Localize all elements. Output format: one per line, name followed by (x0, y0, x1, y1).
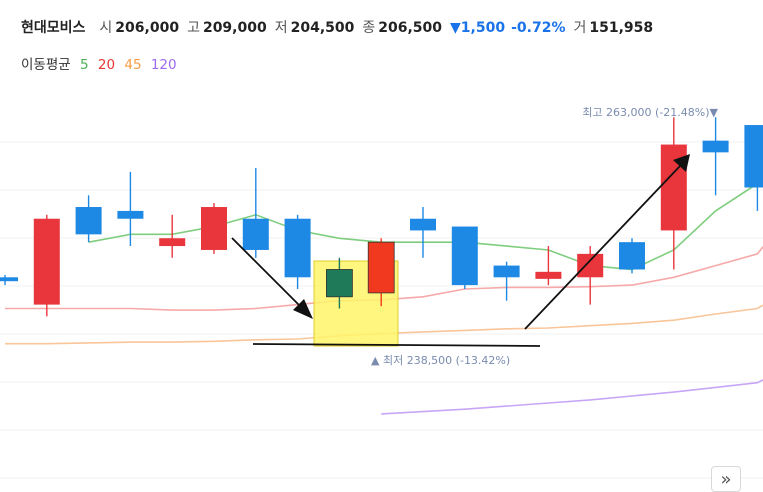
close-value: 206,500 (378, 20, 443, 36)
candle-8 (325, 257, 353, 309)
candle-9 (367, 238, 395, 307)
ma-5-period: 5 (79, 57, 89, 73)
candle-body-12 (493, 265, 520, 278)
candle-5 (201, 203, 227, 254)
candle-body-13 (535, 271, 562, 279)
ma-120-period: 120 (150, 57, 177, 73)
candle-3 (117, 171, 144, 247)
high-label: 고 (187, 20, 200, 36)
candle-12 (493, 261, 520, 301)
ma20-line (5, 246, 763, 311)
stock-header: 현대모비스 시 206,000 고 209,000 저 204,500 종 20… (21, 17, 661, 37)
min-price-label: ▲ 최저 238,500 (-13.42%) (371, 354, 510, 367)
high-value: 209,000 (202, 20, 267, 36)
candle-body-18 (744, 125, 763, 188)
ma120-line (381, 379, 763, 415)
candle-4 (159, 214, 186, 258)
candle-11 (451, 226, 478, 289)
candle-15 (619, 238, 645, 274)
candle-13 (535, 246, 562, 286)
low-value: 204,500 (290, 20, 355, 36)
volume-value: 151,958 (589, 20, 654, 36)
ma-legend: 이동평균 5 20 45 120 (21, 53, 177, 73)
candle-body-1 (33, 218, 60, 305)
low-label: 저 (274, 20, 288, 36)
candle-body-10 (410, 218, 436, 231)
support-line (252, 343, 541, 347)
candle-body-14 (577, 253, 604, 278)
candle-18 (744, 125, 763, 211)
candle-body-9 (367, 241, 395, 294)
candle-1 (33, 214, 60, 317)
down-arrow-head (293, 299, 313, 319)
candle-body-0 (0, 277, 18, 282)
volume-label: 거 (573, 20, 587, 36)
candle-body-7 (284, 218, 311, 278)
candle-16 (660, 117, 687, 270)
candle-14 (577, 246, 604, 305)
open-label: 시 (99, 20, 113, 36)
change-percent: -0.72% (511, 20, 566, 36)
ma-45-period: 45 (124, 57, 142, 73)
candle-body-3 (117, 210, 144, 219)
ma-20-period: 20 (97, 57, 116, 73)
candle-body-11 (451, 226, 478, 286)
ma45-line (5, 304, 763, 345)
candle-body-17 (702, 140, 729, 153)
candle-body-2 (75, 207, 102, 235)
scroll-right-button[interactable]: » (711, 466, 741, 492)
candle-0 (0, 274, 18, 286)
candle-body-4 (159, 238, 186, 247)
candle-body-5 (201, 207, 227, 250)
up-arrow-line (524, 165, 681, 330)
stock-name: 현대모비스 (21, 20, 86, 36)
candle-7 (284, 214, 311, 289)
candle-body-8 (325, 269, 353, 298)
max-price-label: 최고 263,000 (-21.48%)▼ (582, 106, 718, 119)
candle-6 (242, 167, 269, 258)
open-value: 206,000 (115, 20, 180, 36)
candle-body-6 (242, 218, 269, 250)
close-label: 종 (362, 20, 376, 36)
up-arrow-head (673, 154, 690, 172)
down-arrow-line (231, 237, 301, 307)
candle-17 (702, 117, 729, 196)
change-value: ▼1,500 (450, 20, 506, 36)
ma-legend-label: 이동평균 (21, 57, 71, 73)
candle-2 (75, 195, 102, 243)
candle-10 (410, 207, 436, 258)
candle-body-15 (619, 242, 645, 270)
